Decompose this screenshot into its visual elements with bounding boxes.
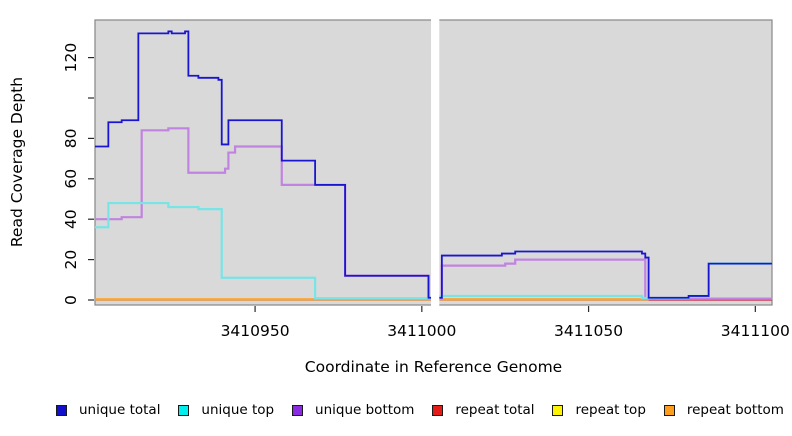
legend-label-repeat-total: repeat total: [455, 402, 535, 418]
masked-region: [431, 13, 440, 307]
legend-label-repeat-bottom: repeat bottom: [686, 402, 784, 418]
legend-swatch-unique-bottom: [292, 404, 304, 416]
y-tick-label: 60: [62, 169, 80, 189]
legend-swatch-unique-top: [178, 404, 190, 416]
y-tick-label: 0: [62, 295, 80, 305]
x-tick-label: 3411050: [554, 322, 623, 340]
legend-item-unique-top: unique top: [178, 402, 274, 418]
legend-swatch-repeat-bottom: [663, 404, 675, 416]
legend-label-repeat-top: repeat top: [575, 402, 646, 418]
x-axis-label: Coordinate in Reference Genome: [305, 358, 562, 376]
legend-item-unique-bottom: unique bottom: [292, 402, 414, 418]
legend-item-repeat-total: repeat total: [432, 402, 535, 418]
legend-label-unique-top: unique top: [201, 402, 275, 418]
legend-item-repeat-bottom: repeat bottom: [663, 402, 784, 418]
chart-legend: unique total unique top unique bottom re…: [0, 398, 792, 422]
legend-label-unique-total: unique total: [79, 402, 161, 418]
legend-swatch-unique-total: [56, 404, 67, 416]
x-tick-label: 3411000: [387, 322, 456, 340]
series-line-unique-bottom: [95, 127, 772, 300]
legend-item-unique-total: unique total: [56, 402, 160, 418]
x-tick-label: 3410950: [221, 322, 290, 340]
series-line-unique-total: [95, 30, 772, 299]
y-tick-label: 20: [62, 250, 80, 270]
y-tick-label: 120: [62, 43, 80, 73]
legend-swatch-repeat-top: [552, 404, 564, 416]
legend-label-unique-bottom: unique bottom: [315, 402, 415, 418]
y-tick-label: 80: [62, 129, 80, 149]
legend-item-repeat-top: repeat top: [552, 402, 646, 418]
x-tick-label: 3411100: [721, 322, 790, 340]
y-axis-label: Read Coverage Depth: [8, 77, 26, 247]
y-tick-label: 40: [62, 209, 80, 229]
legend-swatch-repeat-total: [432, 404, 444, 416]
